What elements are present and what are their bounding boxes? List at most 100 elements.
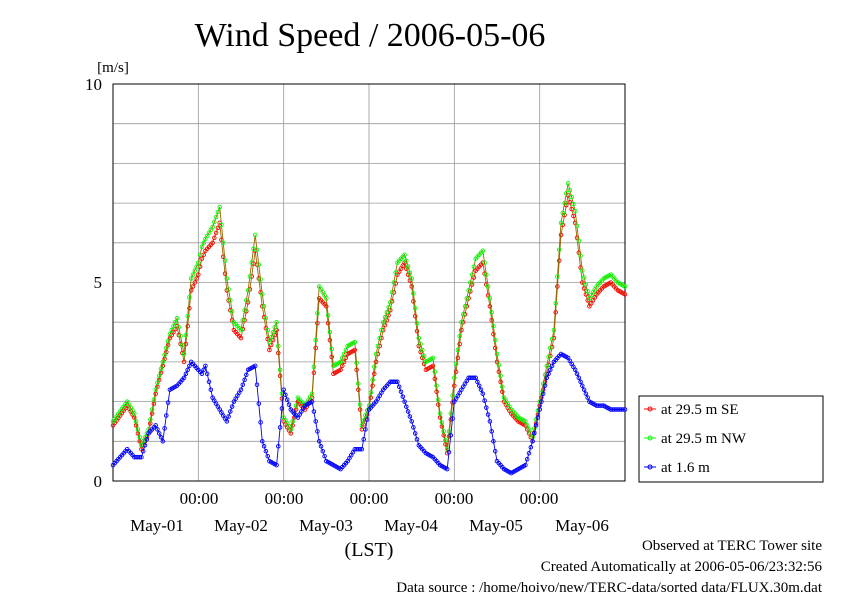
data-point [187, 295, 192, 300]
data-point [436, 397, 441, 402]
y-tick-label: 0 [94, 472, 103, 491]
data-point [190, 272, 196, 277]
data-point [391, 280, 397, 285]
data-point [311, 364, 317, 370]
data-point [172, 319, 178, 325]
data-point [434, 389, 439, 394]
data-point [395, 379, 400, 385]
data-point [405, 409, 411, 414]
x-axis: 00:00 00:00 00:00 00:00 00:00 May-01 May… [130, 489, 609, 561]
data-point [418, 341, 423, 347]
data-point [560, 210, 566, 216]
data-point [132, 411, 137, 416]
data-point [558, 232, 564, 238]
data-point [496, 369, 502, 375]
data-point [258, 420, 263, 425]
data-point [491, 323, 496, 329]
data-point [284, 397, 290, 402]
data-point [544, 375, 550, 381]
data-point [252, 363, 258, 369]
data-point [622, 292, 628, 297]
data-point [574, 371, 580, 377]
data-point [370, 383, 375, 388]
data-point [313, 337, 318, 343]
data-point [238, 327, 244, 333]
data-point [622, 407, 628, 412]
data-point [556, 258, 562, 263]
data-point [370, 377, 375, 383]
data-point [196, 272, 201, 277]
data-point [185, 323, 190, 329]
data-point [359, 446, 365, 452]
y-unit-label: [m/s] [97, 60, 129, 76]
data-point [325, 320, 331, 326]
data-point [432, 376, 438, 382]
series-layer [110, 181, 628, 476]
data-point [219, 222, 224, 228]
data-point [482, 260, 487, 265]
data-point [549, 336, 555, 342]
data-point [404, 258, 409, 263]
data-point [260, 292, 265, 297]
data-point [523, 419, 528, 424]
data-point [535, 415, 541, 420]
data-point [272, 324, 278, 330]
data-point [402, 252, 407, 257]
data-point [276, 444, 281, 449]
data-point [459, 319, 464, 325]
data-point [373, 351, 379, 357]
data-point [165, 400, 171, 405]
data-point [165, 338, 171, 344]
data-point [286, 402, 292, 407]
data-point [137, 454, 142, 460]
data-point [492, 448, 498, 454]
data-point [498, 379, 503, 385]
data-point [414, 328, 420, 334]
data-point [553, 301, 558, 306]
data-point [242, 377, 247, 383]
data-point [203, 363, 208, 369]
data-point [416, 335, 422, 341]
y-axis: 10 5 0 [85, 75, 102, 491]
data-point [187, 306, 192, 311]
data-point [407, 270, 413, 275]
data-point [180, 342, 185, 348]
data-point [500, 384, 505, 389]
data-point [386, 305, 391, 310]
data-point [363, 413, 368, 418]
data-point [411, 299, 416, 304]
data-point [270, 329, 276, 335]
data-point [524, 456, 530, 462]
data-point [459, 327, 464, 333]
data-point [421, 353, 427, 359]
data-point [466, 288, 471, 293]
data-point [224, 419, 230, 424]
data-point [500, 389, 505, 394]
data-point [261, 444, 267, 449]
x-tick-label: 00:00 [350, 489, 389, 508]
data-point [322, 453, 327, 459]
legend-marker-nw [647, 435, 653, 441]
data-point [485, 412, 491, 417]
data-point [491, 331, 496, 337]
data-point [277, 367, 283, 373]
data-point [263, 448, 269, 454]
data-point [572, 367, 578, 373]
footer-source: Data source : /home/hoivo/new/TERC-data/… [396, 580, 823, 595]
data-point [212, 219, 217, 225]
data-point [329, 346, 334, 352]
data-point [212, 235, 217, 241]
data-point [242, 308, 247, 313]
data-point [274, 462, 279, 468]
data-point [544, 363, 550, 369]
data-point [480, 248, 486, 253]
y-tick-label: 10 [85, 75, 102, 94]
data-point [528, 445, 534, 450]
data-point [569, 206, 574, 212]
data-point [496, 362, 502, 368]
data-point [283, 392, 288, 397]
data-point [548, 345, 553, 351]
data-point [162, 352, 167, 358]
data-point [194, 276, 199, 281]
data-point [551, 327, 557, 333]
